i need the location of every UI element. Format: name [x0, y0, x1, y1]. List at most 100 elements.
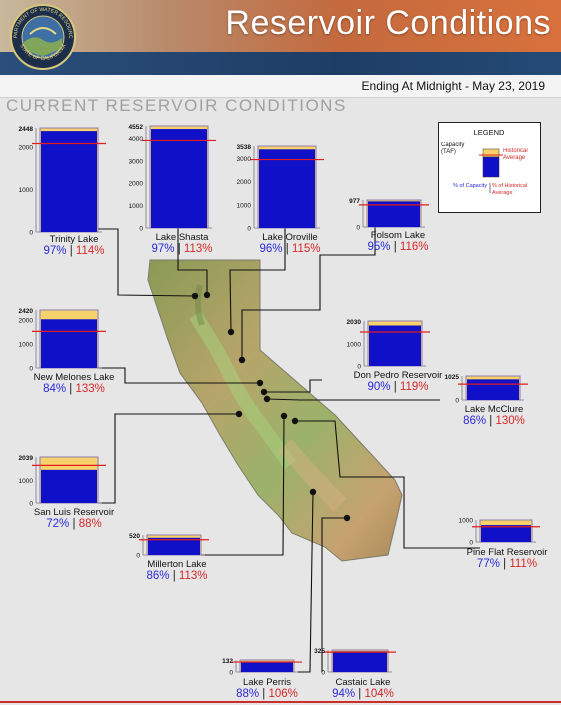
capacity-tick-label: 977 [349, 198, 360, 205]
banner-water-band [0, 52, 561, 75]
legend-capacity-swatch [482, 148, 500, 158]
reservoir-name: Lake Perris [242, 677, 292, 688]
reservoir-name: Pine Flat Reservoir [466, 547, 548, 558]
storage-bar [333, 651, 387, 672]
capacity-tick-label: 325 [314, 648, 325, 655]
y-tick-label: 2000 [19, 145, 34, 152]
reservoir-percentages: 97% | 113% [112, 243, 252, 255]
legend-capacity-label: Capacity (TAF) [441, 142, 465, 155]
reservoir-name: Lake Shasta [155, 232, 209, 243]
reservoir-name: Don Pedro Reservoir [353, 370, 443, 381]
pct-separator: | [169, 570, 179, 582]
dwr-seal-logo: DEPARTMENT OF WATER RESOURCES STATE OF C… [10, 4, 76, 70]
reservoir-percentages: 77% | 111% [437, 558, 561, 570]
storage-bar [467, 379, 519, 400]
legend-pct-capacity-label: % of Capacity [453, 183, 487, 189]
reservoir-name: Lake McClure [464, 404, 524, 415]
storage-bar [368, 201, 420, 227]
california-map [147, 259, 403, 562]
pct-separator: | [259, 688, 269, 700]
legend-graphic: LEGEND Capacity (TAF) Historical Average… [441, 128, 528, 196]
y-tick-label: 4000 [129, 136, 144, 143]
pct-separator: | [69, 518, 79, 530]
pct-of-historical: 104% [364, 688, 394, 700]
pct-of-capacity: 96% [259, 243, 283, 255]
reservoir-name: Lake Oroville [262, 232, 318, 243]
legend-title: LEGEND [474, 128, 505, 137]
pct-of-capacity: 84% [43, 383, 67, 395]
y-tick-label: 0 [469, 540, 473, 547]
legend-pct-historical-label: % of Historical Average [492, 183, 528, 196]
pct-of-capacity: 90% [367, 381, 391, 393]
y-tick-label: 1000 [237, 202, 252, 209]
legend-historical-label: Historical Average [503, 148, 528, 161]
capacity-tick-label: 132 [222, 658, 233, 665]
pct-of-historical: 111% [509, 558, 538, 570]
pct-of-capacity: 97% [151, 243, 175, 255]
reservoir-percentages: 97% | 114% [4, 245, 144, 257]
pct-of-historical: 113% [183, 243, 213, 255]
storage-bar [41, 469, 97, 503]
capacity-box [149, 125, 209, 229]
pct-of-capacity: 94% [332, 688, 356, 700]
pct-of-capacity: 97% [43, 245, 67, 257]
capacity-tick-label: 2039 [19, 455, 34, 462]
storage-bar [241, 661, 293, 672]
y-tick-label: 0 [229, 670, 233, 677]
pct-of-historical: 106% [268, 688, 298, 700]
reservoir-percentages: 90% | 119% [328, 381, 468, 393]
capacity-box [39, 456, 99, 504]
report-date: Ending At Midnight - May 23, 2019 [361, 79, 545, 93]
pct-of-capacity: 95% [367, 241, 391, 253]
y-tick-label: 3000 [237, 156, 252, 163]
y-tick-label: 3000 [129, 158, 144, 165]
storage-bar [259, 149, 315, 228]
capacity-box [39, 127, 99, 233]
capacity-box [479, 519, 533, 543]
y-tick-label: 2000 [129, 181, 144, 188]
reservoir-name: New Melones Lake [33, 372, 115, 383]
footer-rule [0, 701, 561, 703]
reservoir-name: Castaic Lake [335, 677, 391, 688]
pct-separator: | [355, 688, 365, 700]
capacity-tick-label: 2448 [19, 126, 34, 133]
pct-separator: | [66, 383, 76, 395]
reservoir-percentages: 88% | 106% [197, 688, 337, 700]
reservoir-name: Folsom Lake [370, 230, 426, 241]
pct-of-capacity: 77% [476, 558, 500, 570]
pct-separator: | [282, 243, 292, 255]
reservoir-percentages: 95% | 116% [328, 241, 468, 253]
capacity-tick-label: 520 [129, 533, 140, 540]
reservoir-name: San Luis Reservoir [33, 507, 115, 518]
y-tick-label: 1000 [129, 203, 144, 210]
pct-of-historical: 116% [399, 241, 429, 253]
pct-of-capacity: 72% [46, 518, 70, 530]
reservoir-percentages: 96% | 115% [220, 243, 360, 255]
y-tick-label: 1000 [19, 342, 34, 349]
date-bar: Ending At Midnight - May 23, 2019 [0, 75, 561, 98]
storage-bar [151, 129, 207, 228]
pct-separator: | [499, 558, 510, 570]
capacity-tick-label: 3538 [237, 144, 252, 151]
legend: LEGEND Capacity (TAF) Historical Average… [438, 122, 541, 213]
capacity-box [239, 659, 295, 673]
pct-separator: | [486, 415, 496, 427]
capacity-box [366, 199, 422, 228]
y-tick-label: 2000 [19, 318, 34, 325]
pct-of-historical: 115% [291, 243, 321, 255]
reservoir-percentages: 72% | 88% [4, 518, 144, 530]
header-banner: DEPARTMENT OF WATER RESOURCES STATE OF C… [0, 0, 561, 75]
y-tick-label: 2000 [237, 179, 252, 186]
capacity-tick-label: 2420 [19, 308, 34, 315]
pct-of-historical: 114% [75, 245, 105, 257]
pct-separator: | [66, 245, 76, 257]
section-heading: CURRENT RESERVOIR CONDITIONS [6, 96, 347, 115]
capacity-box [465, 375, 521, 401]
reservoir-percentages: 94% | 104% [293, 688, 433, 700]
pct-separator: | [390, 241, 400, 253]
y-tick-label: 1000 [459, 518, 474, 525]
pct-of-historical: 133% [75, 383, 105, 395]
storage-bar [481, 525, 531, 542]
y-tick-label: 0 [321, 670, 325, 677]
reservoir-percentages: 86% | 130% [424, 415, 561, 427]
